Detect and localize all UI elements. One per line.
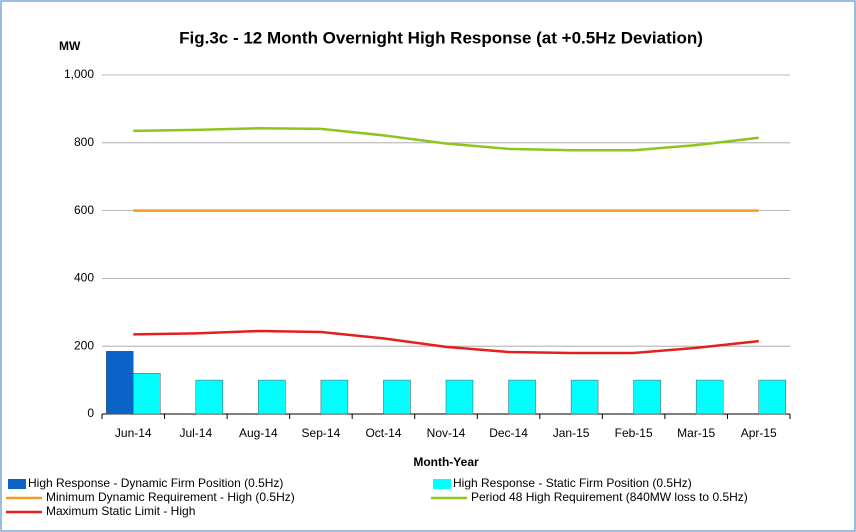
line bbox=[133, 126, 759, 152]
bar bbox=[570, 379, 599, 415]
x-tick-label: Feb-15 bbox=[615, 426, 653, 440]
line bbox=[133, 329, 759, 355]
x-tick-label: Aug-14 bbox=[239, 426, 278, 440]
bar bbox=[258, 379, 286, 415]
y-tick-label: 800 bbox=[74, 135, 94, 149]
x-axis-title: Month-Year bbox=[413, 455, 479, 469]
legend-label: Period 48 High Requirement (840MW loss t… bbox=[471, 490, 748, 504]
y-tick-label: 200 bbox=[74, 338, 94, 352]
x-tick-label: Sep-14 bbox=[302, 426, 341, 440]
bar bbox=[106, 351, 134, 415]
bar bbox=[133, 373, 161, 415]
y-tick-label: 600 bbox=[74, 203, 94, 217]
x-tick-label: Jun-14 bbox=[115, 426, 152, 440]
legend-label: Maximum Static Limit - High bbox=[46, 504, 195, 518]
x-tick-label: Jul-14 bbox=[179, 426, 212, 440]
x-tick-label: Mar-15 bbox=[677, 426, 715, 440]
y-tick-label: 1,000 bbox=[64, 67, 94, 81]
x-tick-label: Apr-15 bbox=[741, 426, 777, 440]
legend-label: High Response - Dynamic Firm Position (0… bbox=[28, 476, 283, 490]
x-tick-label: Jan-15 bbox=[553, 426, 590, 440]
bar bbox=[508, 379, 536, 415]
legend-swatch bbox=[433, 479, 451, 489]
bar bbox=[695, 379, 724, 415]
x-tick-label: Oct-14 bbox=[365, 426, 401, 440]
y-tick-label: 0 bbox=[87, 406, 94, 420]
legend-swatch bbox=[8, 479, 26, 489]
y-axis-title: MW bbox=[59, 39, 81, 53]
bar bbox=[320, 379, 349, 415]
bar bbox=[758, 379, 786, 415]
bar bbox=[383, 379, 411, 415]
x-tick-label: Dec-14 bbox=[489, 426, 528, 440]
bar bbox=[445, 379, 474, 415]
legend-label: High Response - Static Firm Position (0.… bbox=[453, 476, 692, 490]
chart-title: Fig.3c - 12 Month Overnight High Respons… bbox=[179, 28, 703, 47]
y-tick-label: 400 bbox=[74, 271, 94, 285]
bar bbox=[195, 379, 224, 415]
x-tick-label: Nov-14 bbox=[427, 426, 466, 440]
bar bbox=[633, 379, 661, 415]
legend-label: Minimum Dynamic Requirement - High (0.5H… bbox=[46, 490, 295, 504]
